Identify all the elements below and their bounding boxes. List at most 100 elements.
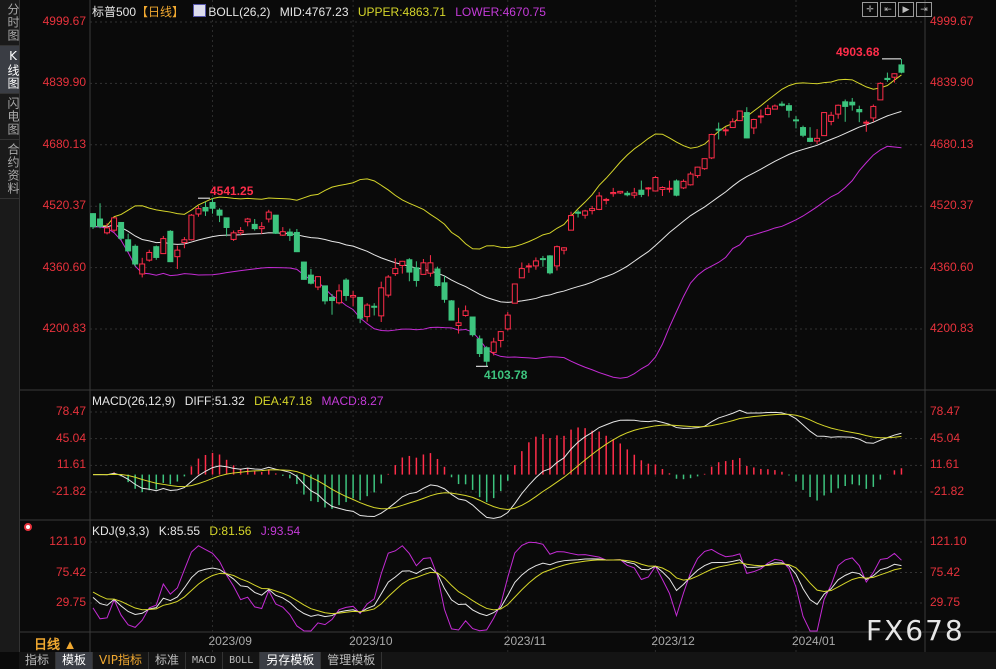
sidebar-tab-flash[interactable]: 闪电图 [0,94,20,140]
chart-type-icon[interactable] [193,4,207,17]
price-tick-right: 4680.13 [930,136,974,151]
scroll-right-icon[interactable]: ⇥ [916,2,932,17]
candle-up [553,246,560,267]
candle-up [603,198,610,201]
boll-lower: LOWER:4670.75 [455,5,546,19]
candle-down [849,101,856,106]
boll-upper: UPPER:4863.71 [357,5,446,19]
tab-save-template[interactable]: 另存模板 [260,652,322,669]
high-annotation-2: 4903.68 [836,45,880,59]
price-tick-left: 4520.37 [42,198,86,213]
candle-up [835,104,842,115]
candle-down [90,213,96,228]
boll-mid-line [92,110,902,303]
candle-up [392,268,399,275]
candle-up [701,158,708,170]
crosshair-icon[interactable]: ✛ [862,2,878,17]
candle-down [743,112,750,139]
candle-up [877,82,884,101]
candle-up [244,218,251,223]
sidebar-tab-contract-info[interactable]: 合约资料 [0,140,20,199]
macd-tick-right: -21.82 [930,483,965,498]
macd-legend: MACD(26,12,9) DIFF:51.32 DEA:47.18 MACD:… [92,394,390,408]
bottom-toolbar: 指标 模板 VIP指标 标准 MACD BOLL 另存模板 管理模板 [19,652,996,669]
low-annotation: 4103.78 [484,368,528,382]
scroll-left-icon[interactable]: ⇤ [880,2,896,17]
candle-up [631,192,638,196]
period-selector[interactable]: 日线 ▲ [34,637,77,652]
candle-down [153,246,160,258]
candle-up [814,137,821,142]
candle-up [230,232,237,240]
candle-up [821,112,828,137]
candle-up [146,251,153,261]
sidebar-tab-kline[interactable]: K线图 [0,46,20,94]
date-label: 2023/12 [651,634,695,648]
sidebar-tab-timeshare[interactable]: 分时图 [0,0,20,46]
candle-down [167,230,174,263]
candle-up [764,107,771,115]
candle-up [694,166,701,177]
kdj-name: KDJ(9,3,3) [92,524,150,538]
candle-up [462,310,469,316]
price-tick-left: 4680.13 [42,136,86,151]
candle-down [441,282,448,300]
tab-vip-indicators[interactable]: VIP指标 [93,652,150,669]
macd-name: MACD(26,12,9) [92,394,176,408]
macd-tick-left: 45.04 [55,430,86,445]
kdj-j: J:93.54 [260,524,301,538]
price-tick-right: 4839.90 [930,75,974,90]
macd-value: MACD:8.27 [321,394,384,408]
price-tick-right: 4520.37 [930,198,974,213]
candle-down [448,300,455,321]
candle-up [771,105,778,110]
candle-up [757,115,764,118]
candle-down [209,201,216,209]
price-tick-right: 4200.83 [930,320,974,335]
tab-manage-templates[interactable]: 管理模板 [321,652,383,669]
candle-up [617,190,624,194]
symbol-name: 标普500 [92,5,137,19]
sidebar: 分时图 K线图 闪电图 合约资料 [0,0,20,652]
price-tick-left: 4839.90 [42,75,86,90]
candle-down [371,305,378,308]
kdj-tick-right: 29.75 [930,595,961,610]
candle-up [561,247,568,251]
candle-down [785,105,792,111]
tab-indicators[interactable]: 指标 [19,652,57,669]
tab-templates[interactable]: 模板 [56,652,94,669]
candle-up [336,290,343,304]
candle-down [286,231,293,237]
price-tick-right: 4999.67 [930,14,974,28]
tab-macd[interactable]: MACD [186,652,224,669]
candle-up [652,177,659,192]
macd-tick-right: 78.47 [930,404,961,418]
candle-up [687,173,694,186]
candle-up [828,114,835,122]
play-icon[interactable]: ▶ [898,2,914,17]
indicator-settings-icon[interactable] [24,523,32,531]
candle-up [722,129,729,132]
boll-mid: MID:4767.23 [279,5,349,19]
candle-up [399,260,406,267]
date-label: 2023/09 [208,634,252,648]
candle-up [160,238,167,255]
candle-up [181,239,188,243]
candle-down [539,258,546,261]
macd-diff-line [92,409,902,519]
candle-down [434,268,441,287]
candle-up [174,249,181,258]
kdj-legend: KDJ(9,3,3) K:85.55 D:81.56 J:93.54 [92,524,306,538]
candle-down [321,285,328,302]
candle-up [265,211,272,220]
tab-boll[interactable]: BOLL [223,652,261,669]
tab-standard[interactable]: 标准 [149,652,187,669]
candle-down [476,338,483,355]
candle-up [659,187,666,190]
candle-up [455,322,462,326]
candle-up [378,287,385,317]
price-tick-left: 4200.83 [42,320,86,335]
macd-tick-left: 11.61 [56,457,86,472]
price-tick-left: 4360.60 [42,259,86,274]
